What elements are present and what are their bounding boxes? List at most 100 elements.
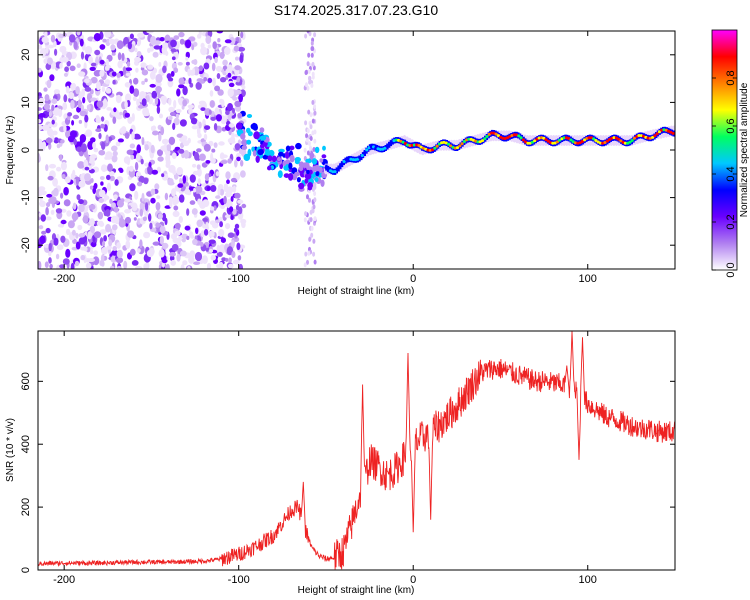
spectrogram-noise-blob xyxy=(241,85,246,90)
spectrogram-noise-blob xyxy=(226,187,232,196)
spectrogram-noise-blob xyxy=(157,88,161,97)
spectrogram-noise-blob xyxy=(305,137,309,143)
x-tick-label: 100 xyxy=(579,574,597,586)
spectrogram-noise-blob xyxy=(134,190,139,200)
spectrogram-noise-blob xyxy=(124,198,131,203)
spectrogram-ridge-core xyxy=(671,131,675,135)
spectrogram-noise-blob xyxy=(131,131,135,141)
spectrogram-noise-blob xyxy=(178,77,185,85)
spectrogram-noise-blob xyxy=(216,251,223,257)
spectrogram-ridge-core xyxy=(623,141,628,145)
spectrogram-noise-blob xyxy=(173,99,177,109)
spectrogram-noise-blob xyxy=(38,225,44,230)
spectrogram-noise-blob xyxy=(81,88,85,98)
spectrogram-noise-blob xyxy=(151,90,158,99)
spectrogram-noise-blob xyxy=(51,104,55,111)
spectrogram-noise-blob xyxy=(203,77,208,82)
snr-plot-area xyxy=(38,331,675,570)
spectrogram-noise-blob xyxy=(305,82,308,88)
spectrogram-ridge-core xyxy=(335,168,339,171)
spectrogram-noise-blob xyxy=(313,104,317,110)
spectrogram-ridge-core xyxy=(517,134,521,138)
spectrogram-noise-blob xyxy=(62,258,70,265)
spectrogram-noise-blob xyxy=(211,148,216,153)
spectrogram-noise-blob xyxy=(38,125,43,131)
spectrogram-noise-blob xyxy=(109,198,113,204)
spectrogram-noise-blob xyxy=(75,241,81,250)
spectrogram-noise-blob xyxy=(238,263,243,269)
spectrogram-noise-blob xyxy=(123,156,131,164)
spectrogram-noise-blob xyxy=(191,44,195,51)
spectrogram-noise-blob xyxy=(214,85,221,92)
spectrogram-ridge-core xyxy=(628,140,632,144)
spectrogram-noise-blob xyxy=(45,45,49,54)
spectrogram-noise-blob xyxy=(48,242,52,252)
spectrogram-noise-blob xyxy=(119,111,123,116)
spectrogram-noise-blob xyxy=(84,45,93,55)
spectrogram-ridge-core xyxy=(594,139,598,142)
spectrogram-noise-blob xyxy=(60,192,64,199)
spectrogram-noise-blob xyxy=(182,99,188,107)
spectrogram-noise-blob xyxy=(126,149,134,155)
spectrogram-noise-blob xyxy=(131,260,139,266)
spectrogram-ridge-blob xyxy=(265,149,270,156)
spectrogram-noise-blob xyxy=(161,138,169,145)
spectrogram-noise-blob xyxy=(313,259,317,265)
spectrogram-noise-blob xyxy=(212,77,216,87)
spectrogram-noise-blob xyxy=(117,60,123,69)
spectrogram-noise-blob xyxy=(172,169,177,175)
spectrogram-ridge-core xyxy=(385,144,389,148)
spectrogram-noise-blob xyxy=(303,147,307,153)
spectrogram-noise-blob xyxy=(171,56,176,61)
spectrogram-noise-blob xyxy=(158,61,162,67)
spectrogram-noise-blob xyxy=(157,149,163,157)
spectrogram-noise-blob xyxy=(307,52,311,58)
spectrogram-noise-blob xyxy=(168,116,173,120)
spectrogram-noise-blob xyxy=(128,205,132,210)
y-tick-label: -10 xyxy=(20,190,32,206)
spectrogram-noise-blob xyxy=(237,199,244,204)
spectrogram-ridge-blob xyxy=(288,173,294,181)
spectrogram-noise-blob xyxy=(112,150,118,157)
y-tick-label: -20 xyxy=(20,237,32,253)
spectrogram-noise-blob xyxy=(72,169,76,177)
spectrogram-noise-blob xyxy=(133,88,140,97)
spectrogram-noise-blob xyxy=(222,59,228,66)
spectrogram-noise-blob xyxy=(206,186,211,192)
chart-title: S174.2025.317.07.23.G10 xyxy=(274,2,438,18)
spectrogram-noise-blob xyxy=(217,89,224,96)
spectrogram-noise-blob xyxy=(84,166,90,171)
spectrogram-noise-blob xyxy=(87,105,91,112)
spectrogram-y-axis: -20 -10 0 10 20 xyxy=(20,49,675,253)
spectrogram-noise-blob xyxy=(195,81,202,90)
spectrogram-noise-blob xyxy=(209,220,216,226)
colorbar-frame xyxy=(711,29,738,271)
spectrogram-noise-blob xyxy=(179,177,183,185)
spectrogram-noise-blob xyxy=(161,258,168,264)
spectrogram-noise-blob xyxy=(92,256,100,266)
spectrogram-noise-blob xyxy=(213,142,218,148)
spectrogram-noise-blob xyxy=(101,86,105,92)
spectrogram-noise-blob xyxy=(80,51,85,60)
spectrogram-noise-blob xyxy=(82,215,89,224)
spectrogram-ridge-blob xyxy=(237,112,243,119)
spectrogram-noise-blob xyxy=(210,185,217,192)
spectrogram-noise-blob xyxy=(174,146,181,151)
spectrogram-noise-blob xyxy=(127,116,133,125)
spectrogram-noise-blob xyxy=(144,144,149,151)
spectrogram-noise-blob xyxy=(142,216,147,222)
spectrogram-noise-blob xyxy=(114,216,120,225)
spectrogram-noise-blob xyxy=(59,264,66,269)
spectrogram-noise-blob xyxy=(304,211,308,217)
spectrogram-noise-blob xyxy=(48,110,53,118)
spectrogram-noise-blob xyxy=(312,147,316,152)
spectrogram-noise-blob xyxy=(200,46,208,56)
spectrogram-noise-blob xyxy=(174,222,181,230)
spectrogram-ridge-blob xyxy=(306,169,310,175)
spectrogram-ridge-core xyxy=(431,148,435,152)
spectrogram-noise-blob xyxy=(229,206,234,213)
spectrogram-noise-blob xyxy=(196,164,201,170)
spectrogram-noise-blob xyxy=(193,261,201,266)
